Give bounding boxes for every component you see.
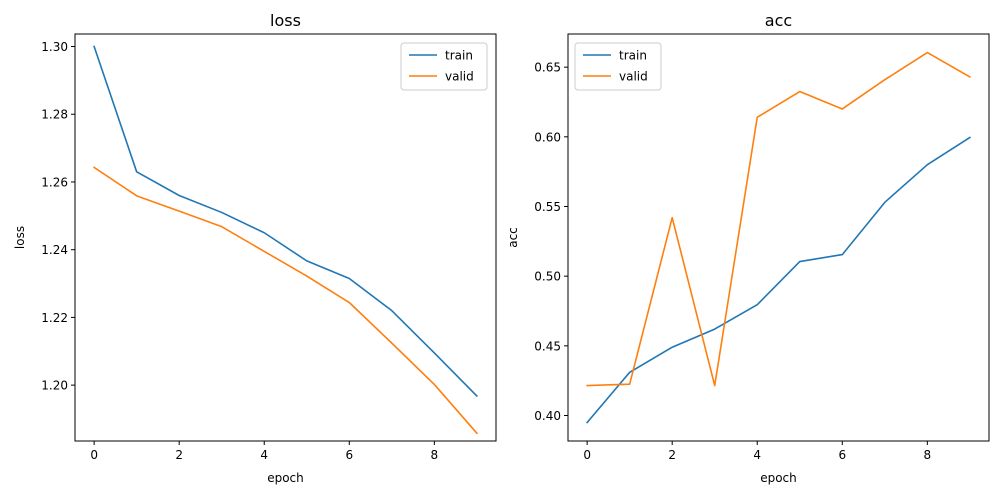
acc-y-tick-label: 0.50 bbox=[534, 270, 561, 284]
loss-y-tick-label: 1.28 bbox=[41, 108, 68, 122]
loss-y-tick-label: 1.30 bbox=[41, 40, 68, 54]
loss-legend: train valid bbox=[400, 42, 488, 91]
acc-x-tick-label: 2 bbox=[668, 448, 676, 462]
loss-legend-box bbox=[400, 42, 488, 91]
acc-legend-label-train: train bbox=[619, 49, 647, 63]
loss-y-tick-label: 1.26 bbox=[41, 175, 68, 189]
acc-y-tick-label: 0.45 bbox=[534, 339, 561, 353]
acc-series-train-line bbox=[586, 136, 971, 424]
loss-y-axis-label: loss bbox=[13, 226, 27, 249]
acc-y-tick-label: 0.60 bbox=[534, 130, 561, 144]
acc-axes-frame bbox=[567, 33, 990, 442]
loss-y-tick-label: 1.22 bbox=[41, 311, 68, 325]
acc-x-tick-label: 0 bbox=[583, 448, 591, 462]
loss-x-tick-label: 4 bbox=[260, 448, 268, 462]
acc-x-tick-label: 6 bbox=[838, 448, 846, 462]
acc-x-axis-label: epoch bbox=[760, 471, 797, 485]
acc-y-axis-label: acc bbox=[506, 227, 520, 248]
acc-chart: 0 2 4 6 8 0.40 0.45 0.50 0.55 0.60 0.65 acc epoch acc… bbox=[506, 11, 990, 485]
loss-axes-frame bbox=[74, 33, 497, 442]
acc-legend-box bbox=[574, 42, 662, 91]
loss-legend-label-valid: valid bbox=[445, 70, 474, 84]
acc-x-tick-label: 8 bbox=[924, 448, 932, 462]
acc-y-tick-label: 0.65 bbox=[534, 61, 561, 75]
acc-y-tick-label: 0.55 bbox=[534, 200, 561, 214]
loss-y-tick-label: 1.24 bbox=[41, 243, 68, 257]
acc-chart-title: acc bbox=[765, 11, 792, 30]
acc-y-tick-label: 0.40 bbox=[534, 409, 561, 423]
acc-x-tick-label: 4 bbox=[753, 448, 761, 462]
loss-chart-title: loss bbox=[270, 11, 301, 30]
loss-legend-label-train: train bbox=[445, 49, 473, 63]
loss-x-tick-label: 2 bbox=[175, 448, 183, 462]
acc-legend-label-valid: valid bbox=[619, 70, 648, 84]
loss-x-tick-label: 8 bbox=[431, 448, 439, 462]
loss-x-tick-label: 6 bbox=[345, 448, 353, 462]
loss-series-valid-line bbox=[93, 166, 478, 435]
loss-y-tick-label: 1.20 bbox=[41, 379, 68, 393]
loss-x-tick-label: 0 bbox=[90, 448, 98, 462]
loss-x-axis-label: epoch bbox=[267, 471, 304, 485]
acc-legend: train valid bbox=[574, 42, 662, 91]
loss-series-train-line bbox=[93, 45, 478, 398]
acc-series-valid-line bbox=[586, 51, 971, 387]
loss-chart: 0 2 4 6 8 1.20 1.22 1.24 1.26 1.28 1.30 loss epoch lo… bbox=[13, 11, 497, 485]
